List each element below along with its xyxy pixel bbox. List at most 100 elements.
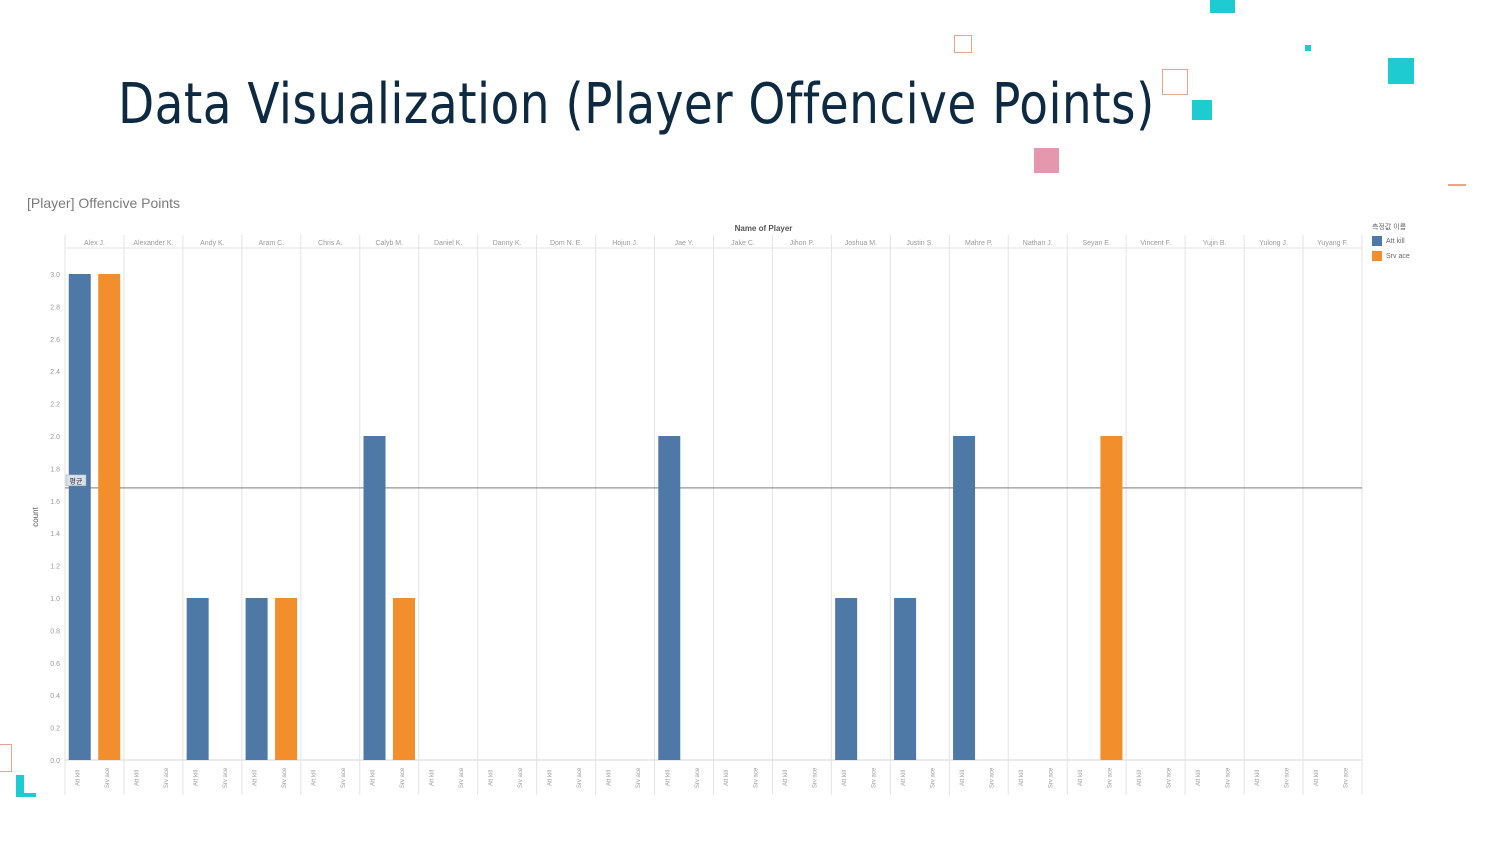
player-header-label: Alex J. [84, 240, 105, 247]
y-tick-label: 2.4 [50, 369, 60, 376]
bar [835, 598, 858, 760]
bar [275, 598, 298, 760]
player-header-label: Yulong J. [1259, 240, 1288, 247]
measure-axis-label: Srv ace [577, 767, 583, 788]
measure-axis-label: Srv ace [459, 767, 465, 788]
bar [98, 274, 121, 760]
measure-axis-label: Att kill [1078, 770, 1084, 786]
player-header-label: Mahre P. [965, 240, 993, 247]
player-header-label: Nathan J. [1023, 240, 1053, 247]
player-header-label: Danny K. [493, 240, 522, 247]
measure-axis-label: Att kill [724, 770, 730, 786]
y-axis-label: count [31, 506, 40, 526]
deco-teal-square [1388, 58, 1414, 84]
worksheet-title: [Player] Offencive Points [27, 195, 181, 211]
measure-axis-label: Srv ace [1107, 767, 1113, 788]
legend: 측정값 이름 Att kill Srv ace [1372, 222, 1410, 266]
measure-axis-label: Srv ace [695, 767, 701, 788]
deco-peach-line [1448, 184, 1466, 186]
legend-title: 측정값 이름 [1372, 224, 1407, 231]
labels: Name of Player 0.0 0.2 0.4 0.6 0.8 1.0 1.2 1.4 1.… [31, 224, 1349, 788]
bar [68, 274, 91, 760]
y-tick-label: 2.0 [50, 434, 60, 441]
player-header-label: Calyb M. [375, 240, 403, 247]
reference-label-box [65, 474, 87, 487]
player-header-label: Alexander K. [133, 240, 173, 247]
player-header-label: Dom N. E. [550, 240, 582, 247]
measure-axis-label: Srv ace [105, 767, 111, 788]
player-header-label: Yujin B. [1203, 240, 1227, 247]
y-tick-label: 0.2 [50, 726, 60, 733]
measure-axis-label: Att kill [371, 770, 377, 786]
bar [363, 436, 386, 760]
player-header-label: Chris A. [318, 240, 343, 247]
measure-axis-label: Att kill [606, 770, 612, 786]
y-tick-label: 1.2 [50, 564, 60, 571]
measure-axis-label: Att kill [960, 770, 966, 786]
measure-axis-label: Srv ace [754, 767, 760, 788]
bar [894, 598, 917, 760]
measure-axis-label: Att kill [1196, 770, 1202, 786]
measure-axis-label: Srv ace [518, 767, 524, 788]
y-tick-label: 3.0 [50, 272, 60, 279]
legend-swatch-att-kill [1372, 236, 1382, 246]
measure-axis-label: Srv ace [164, 767, 170, 788]
bar [186, 598, 209, 760]
player-header-label: Jihon P. [790, 240, 814, 247]
measure-axis-label: Srv ace [1166, 767, 1172, 788]
measure-axis-label: Srv ace [1225, 767, 1231, 788]
y-tick-label: 0.4 [50, 693, 60, 700]
player-header-label: Aram C. [259, 240, 285, 247]
measure-axis-label: Srv ace [990, 767, 996, 788]
measure-axis-label: Att kill [312, 770, 318, 786]
player-header-label: Hojun J. [612, 240, 638, 247]
player-header-label: Justin S. [906, 240, 933, 247]
slide-title: Data Visualization (Player Offencive Poi… [118, 72, 1155, 137]
bar [658, 436, 681, 760]
reference-line-label: 평균 [70, 476, 83, 485]
measure-axis-label: Att kill [76, 770, 82, 786]
y-tick-label: 0.0 [50, 758, 60, 765]
y-tick-label: 1.4 [50, 531, 60, 538]
y-tick-label: 0.6 [50, 661, 60, 668]
measure-axis-label: Srv ace [931, 767, 937, 788]
deco-outline-square [1162, 69, 1188, 95]
player-header-label: Yuyang F. [1317, 240, 1348, 247]
bar [953, 436, 976, 760]
deco-outline-square [954, 35, 972, 53]
y-tick-label: 1.6 [50, 499, 60, 506]
column-header-title: Name of Player [735, 224, 793, 233]
measure-axis-label: Att kill [783, 770, 789, 786]
measure-axis-label: Att kill [901, 770, 907, 786]
measure-axis-label: Att kill [1019, 770, 1025, 786]
legend-item-att-kill[interactable]: Att kill [1372, 236, 1410, 246]
measure-axis-label: Att kill [194, 770, 200, 786]
y-tick-label: 2.2 [50, 402, 60, 409]
measure-axis-label: Att kill [1255, 770, 1261, 786]
measure-axis-label: Srv ace [1048, 767, 1054, 788]
deco-teal-square [1192, 100, 1212, 120]
deco-teal-dot [1305, 45, 1311, 51]
measure-axis-label: Srv ace [341, 767, 347, 788]
deco-pink-square [1034, 148, 1059, 173]
player-header-label: Joshua M. [845, 240, 877, 247]
y-tick-label: 1.8 [50, 466, 60, 473]
player-header-label: Andy K. [200, 240, 225, 247]
measure-axis-label: Srv ace [636, 767, 642, 788]
grid-lines [64, 235, 1363, 795]
measure-axis-label: Srv ace [400, 767, 406, 788]
measure-axis-label: Srv ace [1343, 767, 1349, 788]
y-tick-label: 0.8 [50, 628, 60, 635]
deco-outline-square [0, 744, 12, 772]
y-tick-label: 2.8 [50, 304, 60, 311]
legend-item-srv-ace[interactable]: Srv ace [1372, 251, 1410, 261]
player-header-label: Jake C. [731, 240, 755, 247]
player-header-label: Daniel K. [434, 240, 462, 247]
y-tick-label: 2.6 [50, 337, 60, 344]
measure-axis-label: Att kill [135, 770, 141, 786]
measure-axis-label: Att kill [842, 770, 848, 786]
player-header-label: Jae Y. [675, 240, 694, 247]
measure-axis-label: Srv ace [1284, 767, 1290, 788]
deco-teal-square [1210, 0, 1235, 13]
